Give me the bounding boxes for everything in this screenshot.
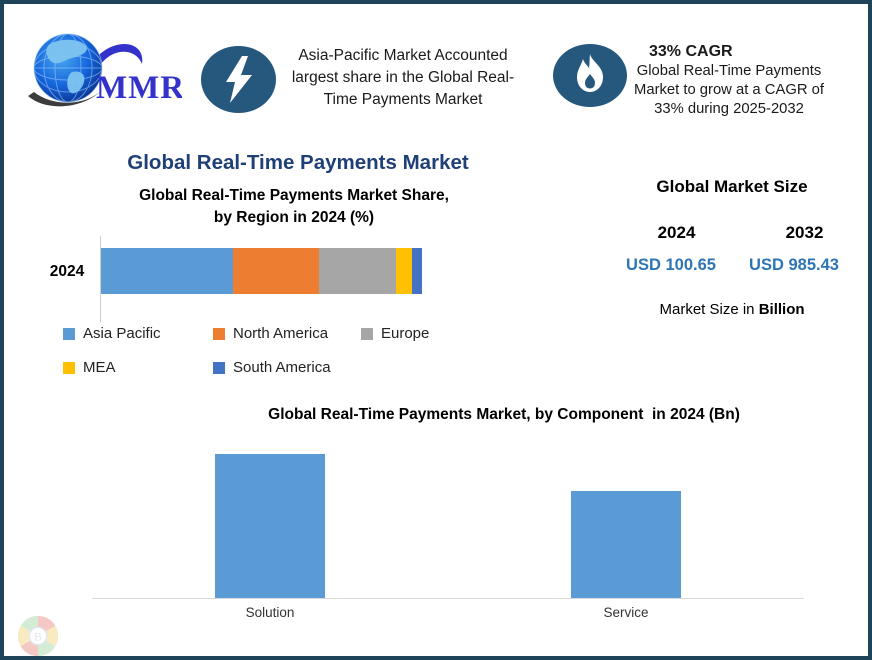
highlight-line-3: Time Payments Market [323, 91, 483, 108]
region-chart-title: Global Real-Time Payments Market Share, … [99, 185, 489, 229]
logo-text: MMR [96, 70, 182, 106]
market-size-title: Global Market Size [656, 177, 808, 196]
market-size-year-2032: 2032 [785, 223, 824, 242]
region-category-label: 2024 [49, 263, 85, 280]
market-size-value-2024: USD 100.65 [626, 256, 716, 274]
segment-asia-pacific [101, 248, 233, 294]
market-size-note: Market Size in Billion [627, 301, 837, 318]
legend-label: Asia Pacific [83, 325, 161, 342]
component-chart-labels: Solution Service [92, 605, 804, 627]
legend-item-north-america: North America [213, 325, 361, 342]
component-chart-title: Global Real-Time Payments Market, by Com… [268, 406, 740, 423]
region-chart-axis [100, 236, 101, 322]
legend-item-asia-pacific: Asia Pacific [63, 325, 213, 342]
cagr-line-3: 33% during 2025-2032 [654, 101, 804, 117]
header-highlight: Asia-Pacific Market Accounted largest sh… [270, 45, 536, 111]
legend-label: MEA [83, 359, 116, 376]
globe-icon: MMR [28, 33, 184, 107]
bar-solution [215, 454, 325, 598]
legend-swatch [361, 327, 373, 340]
legend-swatch [63, 327, 75, 340]
market-size-note-unit: Billion [758, 301, 805, 318]
page-title: Global Real-Time Payments Market [127, 151, 469, 174]
watermark-letter: B [34, 630, 42, 644]
legend-item-south-america: South America [213, 359, 361, 376]
market-size-note-prefix: Market Size in [659, 301, 759, 318]
segment-mea [396, 248, 413, 294]
segment-south-america [412, 248, 422, 294]
market-size-value-2032: USD 985.43 [749, 256, 839, 274]
legend-swatch [213, 327, 225, 340]
lightning-icon [201, 46, 276, 113]
flame-icon [553, 44, 627, 107]
cagr-block: 33% CAGR Global Real-Time Payments Marke… [627, 42, 831, 119]
shutter-icon: B [17, 615, 59, 656]
region-legend: Asia Pacific North America Europe MEA South … [63, 325, 448, 376]
legend-label: North America [233, 325, 329, 342]
bar-label-service: Service [603, 605, 649, 620]
region-stacked-bar [101, 248, 422, 294]
legend-swatch [63, 361, 75, 374]
bar-label-solution: Solution [245, 605, 295, 620]
region-chart-title-line-1: Global Real-Time Payments Market Share, [139, 187, 449, 204]
legend-label: South America [233, 359, 331, 376]
segment-north-america [232, 248, 320, 294]
component-chart-plot [92, 444, 804, 599]
lightning-badge [201, 46, 276, 113]
cagr-heading: 33% CAGR [649, 43, 733, 60]
legend-label: Europe [381, 325, 430, 342]
legend-item-mea: MEA [63, 359, 213, 376]
highlight-line-1: Asia-Pacific Market Accounted [298, 47, 508, 64]
bar-service [571, 491, 681, 598]
cagr-line-1: Global Real-Time Payments [636, 63, 822, 79]
mmr-logo: MMR [24, 32, 184, 112]
flame-badge [553, 44, 627, 107]
market-size-year-2024: 2024 [657, 223, 696, 242]
region-chart-title-line-2: by Region in 2024 (%) [213, 209, 375, 226]
highlight-line-2: largest share in the Global Real- [291, 69, 515, 86]
segment-europe [319, 248, 397, 294]
legend-swatch [213, 361, 225, 374]
watermark-badge: B [16, 614, 60, 656]
legend-item-europe: Europe [361, 325, 448, 342]
cagr-line-2: Market to grow at a CAGR of [634, 82, 824, 98]
